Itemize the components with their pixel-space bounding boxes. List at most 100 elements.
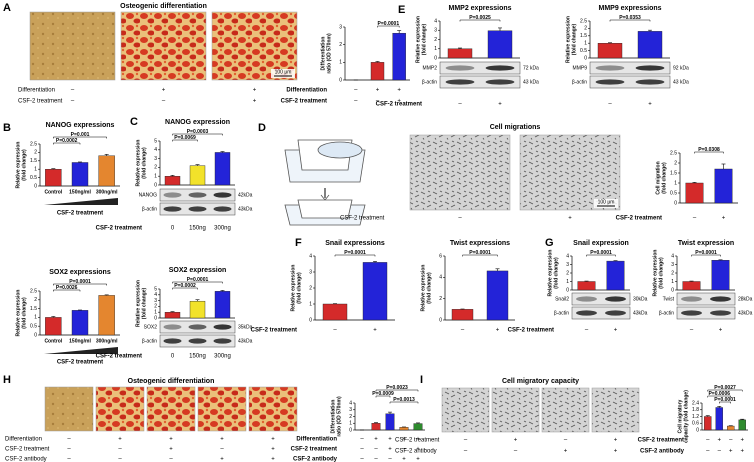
- panel-label: H: [3, 374, 11, 386]
- y-tick-label: 0: [434, 55, 437, 61]
- condition-label: CSF-2 treatment: [281, 99, 327, 105]
- condition-mark: +: [271, 447, 275, 453]
- condition-label: CSF-2 antibody: [395, 449, 437, 455]
- y-tick-label: 5: [154, 286, 157, 292]
- bar: [322, 303, 348, 321]
- x-axis-label: CSF-2 treatment: [57, 211, 103, 217]
- y-tick-label: 0: [34, 332, 37, 338]
- y-tick-label: 2.5: [670, 150, 677, 156]
- condition-mark: +: [271, 457, 275, 462]
- y-tick-label: 1: [154, 174, 157, 180]
- blot-protein: SOX2: [144, 324, 158, 330]
- bar: [98, 295, 115, 336]
- p-value: P=0.0006: [708, 391, 730, 397]
- y-tick-label: 2: [34, 150, 37, 156]
- y-tick-label: 1.5: [670, 170, 677, 176]
- y-axis-label: (fold change): [426, 272, 432, 304]
- p-value: P=0.0308: [698, 147, 720, 153]
- significance-bracket: [53, 136, 107, 139]
- y-tick-label: 1: [674, 180, 677, 186]
- p-value: P=0.0026: [56, 285, 78, 291]
- micrograph: [409, 134, 511, 211]
- condition-mark: –: [333, 328, 337, 334]
- condition-mark: –: [718, 449, 722, 455]
- y-tick-label: 0: [674, 200, 677, 206]
- blot-size: 72 kDa: [523, 65, 539, 71]
- chart-title: Twist expression: [678, 240, 734, 247]
- y-tick-label: 0: [671, 287, 674, 293]
- p-value: P=0.0001: [590, 250, 612, 256]
- p-value: P=0.0023: [386, 385, 408, 391]
- condition-mark: +: [740, 449, 744, 455]
- condition-mark: +: [496, 328, 500, 334]
- y-axis-label: (fold change): [141, 287, 147, 319]
- panel-title: Osteogenic differentiation: [128, 378, 215, 385]
- y-axis-label: Relative expression: [290, 265, 296, 312]
- bar: [371, 423, 381, 431]
- chart-title: NANOG expression: [165, 119, 230, 126]
- y-tick-label: 2: [154, 304, 157, 310]
- y-tick-label: 0.5: [670, 190, 677, 196]
- micrograph: [44, 386, 94, 432]
- condition-mark: +: [722, 216, 726, 222]
- chart-title: Twist expressions: [450, 240, 510, 247]
- blot-band: [681, 296, 702, 302]
- significance-bracket: [707, 395, 731, 398]
- p-value: P=0.0013: [393, 397, 415, 403]
- y-axis-label: (fold change): [553, 257, 559, 289]
- y-tick-label: 1.8: [692, 407, 699, 413]
- y-axis-label: Relative expression: [547, 250, 553, 297]
- micrograph: [541, 387, 590, 433]
- blot-protein: Snail2: [555, 296, 569, 302]
- condition-mark: –: [118, 457, 122, 462]
- condition-mark: –: [162, 99, 166, 105]
- condition-mark: +: [402, 457, 406, 462]
- y-axis-label: (fold change): [421, 23, 427, 55]
- y-tick-label: 3: [349, 407, 352, 413]
- y-tick-label: 3: [154, 156, 157, 162]
- y-axis-label: Relative expression: [135, 280, 141, 327]
- panel-label: D: [258, 122, 266, 134]
- condition-mark: 0: [171, 226, 175, 232]
- condition-mark: –: [118, 447, 122, 453]
- blot-band: [576, 310, 597, 316]
- condition-mark: +: [717, 438, 721, 444]
- condition-label: CSF-2 treatment: [96, 226, 142, 232]
- y-tick-label: 0: [154, 315, 157, 321]
- condition-mark: –: [388, 457, 392, 462]
- y-axis-label: Cell migration: [655, 161, 661, 194]
- condition-label: CSF-2 treatment: [376, 102, 422, 108]
- significance-bracket: [53, 142, 81, 145]
- y-tick-label: 4: [349, 400, 352, 406]
- blot-protein: β-actin: [142, 206, 157, 212]
- condition-mark: +: [220, 457, 224, 462]
- condition-mark: –: [169, 457, 173, 462]
- bar: [487, 30, 513, 59]
- condition-mark: –: [729, 438, 733, 444]
- y-tick-label: 2.4: [692, 400, 699, 406]
- blot-protein: β-actin: [554, 310, 569, 316]
- condition-mark: –: [464, 449, 468, 455]
- panel-title: Osteogenic differentiation: [120, 3, 207, 10]
- condition-mark: –: [458, 102, 462, 108]
- scale-bar-label: 100 μm: [275, 69, 292, 75]
- micrograph: [95, 386, 145, 432]
- y-axis-label: Relative expression: [565, 16, 571, 63]
- y-tick-label: 3: [309, 269, 312, 275]
- condition-mark: +: [388, 447, 392, 453]
- y-axis-label: capacity (fold change): [683, 390, 689, 443]
- blot-band: [188, 192, 207, 198]
- blot-size: 43kDa: [238, 338, 253, 344]
- condition-label: Differentiation: [5, 437, 42, 443]
- y-tick-label: 0: [349, 427, 352, 433]
- bar: [399, 427, 409, 431]
- y-tick-label: 2: [339, 42, 342, 48]
- blot-band: [605, 296, 626, 302]
- micrograph: [591, 387, 640, 433]
- p-value: P=0.0353: [619, 15, 641, 21]
- condition-mark: +: [648, 102, 652, 108]
- blot-strip: [571, 292, 631, 306]
- y-tick-label: 4: [309, 253, 312, 259]
- bar: [451, 309, 474, 321]
- condition-mark: +: [416, 457, 420, 462]
